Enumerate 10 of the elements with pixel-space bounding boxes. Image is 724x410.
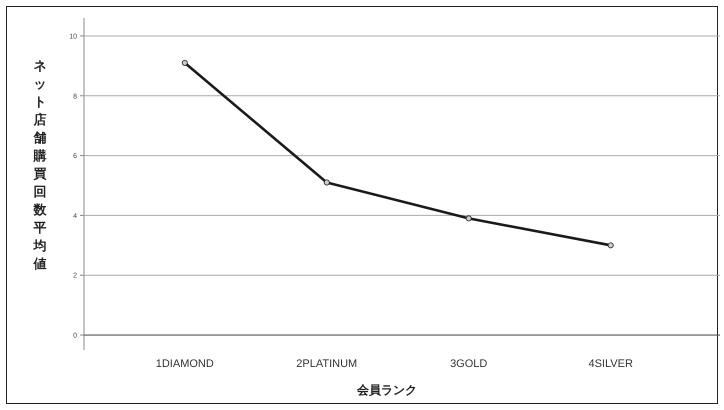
x-tick-label: 4SILVER — [588, 358, 633, 370]
x-axis-title: 会員ランク — [356, 383, 417, 397]
text: ネット店舗購買回数平均値 — [34, 58, 46, 271]
x-tick-label: 1DIAMOND — [156, 358, 214, 370]
x-tick-label: 3GOLD — [450, 358, 488, 370]
x-tick-label: 2PLATINUM — [296, 358, 358, 370]
point — [182, 60, 188, 66]
point — [608, 242, 614, 248]
point — [466, 215, 472, 222]
point — [324, 180, 330, 186]
